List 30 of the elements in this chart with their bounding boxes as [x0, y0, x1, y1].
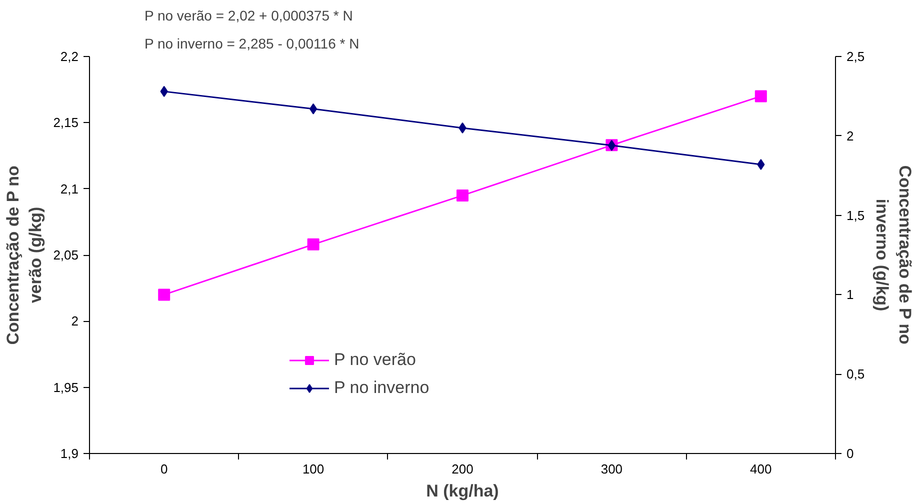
y-tick-label: 2,05: [53, 248, 79, 262]
y-tick-label: 1,95: [53, 380, 79, 395]
text: P no verão = 2,02 + 0,000375 * N: [144, 8, 353, 24]
y2-tick-label: 2,5: [846, 49, 865, 64]
y-tick-label: 1,9: [60, 446, 79, 461]
point: [158, 288, 170, 301]
y2-tick-label: 2: [846, 128, 854, 144]
x-tick-label: 300: [600, 462, 623, 476]
point: [309, 103, 318, 114]
point: [307, 238, 320, 250]
y-tick-label: 2,2: [60, 49, 79, 64]
x-axis-title: N (kg/ha): [426, 482, 499, 500]
y-tick-label: 2,15: [53, 115, 79, 130]
x-tick-label: 400: [750, 462, 772, 476]
x-tick-label: 0: [160, 462, 168, 476]
y-tick-label: 2: [71, 314, 79, 329]
y2-tick-label: 1,5: [846, 208, 865, 223]
y2-axis-title: Concentração de P no inverno (g/kg): [872, 165, 914, 344]
legend-label: P no verão: [334, 350, 416, 370]
y2-tick-label: 0: [846, 446, 854, 461]
x-tick-label: 200: [452, 462, 474, 476]
point: [754, 90, 767, 102]
legend-label: P no inverno: [334, 378, 430, 398]
text: P no inverno = 2,285 - 0,00116 * N: [144, 36, 360, 52]
y-tick-label: 2,1: [60, 181, 79, 196]
y2-tick-label: 1: [846, 287, 854, 302]
point: [456, 189, 468, 202]
x-tick-label: 100: [302, 462, 324, 476]
y2-tick-label: 0,5: [846, 366, 865, 382]
y-axis-title: Concentração de P no verão (g/kg): [3, 166, 46, 345]
